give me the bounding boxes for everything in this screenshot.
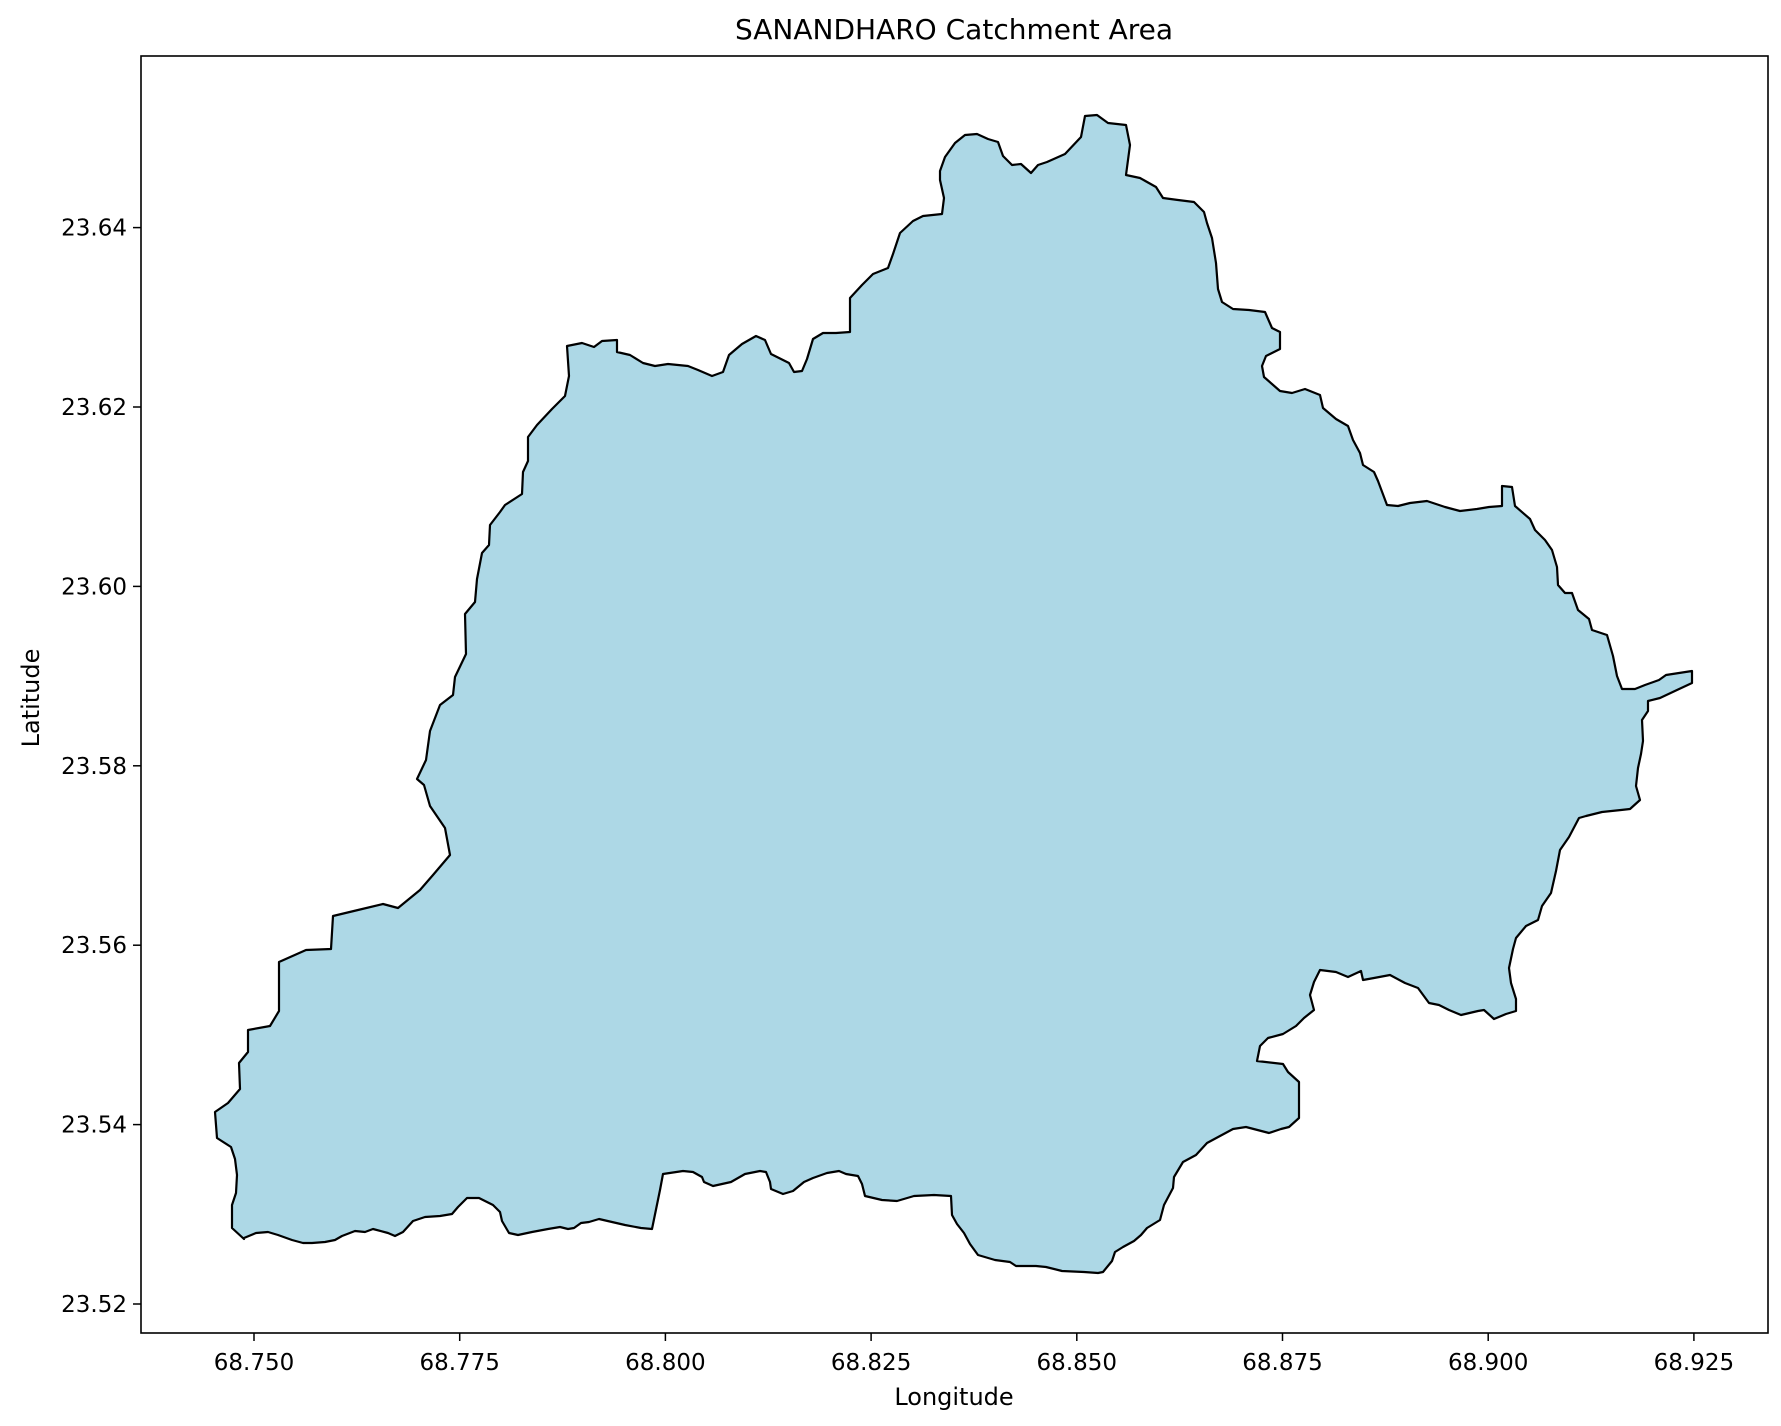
x-axis-label: Longitude bbox=[894, 1383, 1013, 1411]
x-tick-label: 68.825 bbox=[831, 1350, 911, 1376]
x-axis-ticks: 68.750 68.775 68.800 68.825 68.850 68.875 68.9… bbox=[214, 1333, 1734, 1376]
y-tick-label: 23.52 bbox=[61, 1292, 127, 1318]
y-axis-label: Latitude bbox=[17, 649, 45, 748]
y-tick-label: 23.64 bbox=[61, 216, 127, 242]
y-tick-label: 23.58 bbox=[61, 754, 127, 780]
y-tick-label: 23.60 bbox=[61, 574, 127, 600]
plot-frame bbox=[140, 55, 1769, 1334]
y-tick-label: 23.56 bbox=[61, 933, 127, 959]
x-tick-label: 68.800 bbox=[625, 1350, 705, 1376]
catchment-area-polygon bbox=[213, 113, 1694, 1275]
y-tick-label: 23.62 bbox=[61, 395, 127, 421]
x-tick-label: 68.925 bbox=[1654, 1350, 1734, 1376]
x-tick-label: 68.750 bbox=[214, 1350, 294, 1376]
x-tick-label: 68.900 bbox=[1448, 1350, 1528, 1376]
x-tick-label: 68.875 bbox=[1242, 1350, 1322, 1376]
y-tick-label: 23.54 bbox=[61, 1113, 127, 1139]
map-title: SANANDHARO Catchment Area bbox=[735, 13, 1173, 46]
y-axis-ticks: 23.52 23.54 23.56 23.58 23.60 23.62 23.64 bbox=[61, 216, 141, 1318]
x-tick-label: 68.850 bbox=[1037, 1350, 1117, 1376]
x-tick-label: 68.775 bbox=[419, 1350, 499, 1376]
